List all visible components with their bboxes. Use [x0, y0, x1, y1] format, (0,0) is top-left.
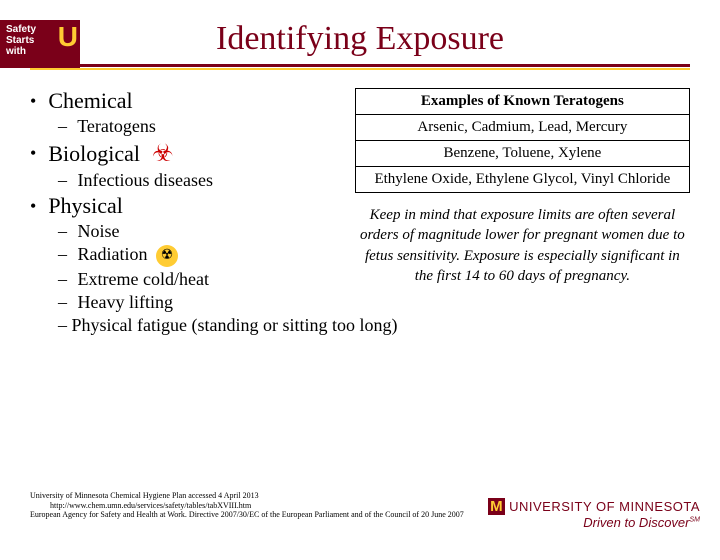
sub-lifting: – Heavy lifting [58, 292, 347, 313]
sub-cold-label: Extreme cold/heat [78, 269, 209, 289]
sub-teratogens-label: Teratogens [77, 116, 156, 136]
dash-icon: – [58, 315, 67, 335]
bullet-dot: • [30, 196, 36, 217]
teratogens-table: Examples of Known Teratogens Arsenic, Ca… [355, 88, 690, 193]
sub-noise-label: Noise [78, 221, 120, 241]
footer-ref3: European Agency for Safety and Health at… [30, 510, 464, 520]
dash-icon: – [58, 244, 67, 264]
sub-teratogens: – Teratogens [58, 116, 347, 137]
sub-radiation: – Radiation ☢ [58, 244, 347, 267]
footer-ref1: University of Minnesota Chemical Hygiene… [30, 491, 464, 501]
biohazard-icon: ☣ [152, 139, 174, 168]
footer-ref2: http://www.chem.umn.edu/services/safety/… [50, 501, 464, 511]
logo-u-letter: U [58, 22, 78, 53]
sub-radiation-label: Radiation [78, 244, 148, 264]
right-column: Examples of Known Teratogens Arsenic, Ca… [355, 88, 690, 315]
dash-icon: – [58, 170, 67, 190]
sub-noise: – Noise [58, 221, 347, 242]
dash-icon: – [58, 221, 67, 241]
dash-icon: – [58, 292, 67, 312]
logo-line1: Safety [6, 24, 36, 35]
bullet-chemical-label: Chemical [48, 88, 132, 114]
radiation-icon: ☢ [156, 245, 178, 267]
dash-icon: – [58, 116, 67, 136]
umn-wordmark: M UNIVERSITY OF MINNESOTA [488, 498, 700, 515]
bullet-physical-label: Physical [48, 193, 123, 219]
logo-line3: with [6, 46, 26, 57]
table-row: Ethylene Oxide, Ethylene Glycol, Vinyl C… [355, 167, 689, 193]
bullet-biological: • Biological ☣ [30, 139, 347, 168]
safety-logo: Safety Starts with U [0, 20, 80, 68]
umn-tagline: Driven to DiscoverSM [488, 515, 700, 530]
logo-line2: Starts [6, 35, 34, 46]
table-row: Benzene, Toluene, Xylene [355, 141, 689, 167]
footer-brand: M UNIVERSITY OF MINNESOTA Driven to Disco… [488, 498, 700, 530]
table-row: Arsenic, Cadmium, Lead, Mercury [355, 115, 689, 141]
page-title: Identifying Exposure [0, 20, 720, 58]
table-header: Examples of Known Teratogens [355, 89, 689, 115]
footer-references: University of Minnesota Chemical Hygiene… [30, 491, 464, 520]
content-area: • Chemical – Teratogens • Biological ☣ –… [0, 70, 720, 315]
m-mark-icon: M [488, 498, 505, 515]
sub-cold: – Extreme cold/heat [58, 269, 347, 290]
exposure-note: Keep in mind that exposure limits are of… [355, 205, 690, 286]
bullet-list: • Chemical – Teratogens • Biological ☣ –… [30, 88, 347, 315]
bullet-physical: • Physical [30, 193, 347, 219]
dash-icon: – [58, 269, 67, 289]
bullet-biological-label: Biological [48, 141, 140, 167]
sub-infectious: – Infectious diseases [58, 170, 347, 191]
sub-fatigue: – Physical fatigue (standing or sitting … [58, 315, 720, 336]
sub-lifting-label: Heavy lifting [78, 292, 173, 312]
bullet-dot: • [30, 91, 36, 112]
bullet-chemical: • Chemical [30, 88, 347, 114]
brand-text: UNIVERSITY OF MINNESOTA [509, 499, 700, 514]
bullet-dot: • [30, 143, 36, 164]
sub-infectious-label: Infectious diseases [78, 170, 213, 190]
sub-fatigue-label: Physical fatigue (standing or sitting to… [72, 315, 398, 335]
